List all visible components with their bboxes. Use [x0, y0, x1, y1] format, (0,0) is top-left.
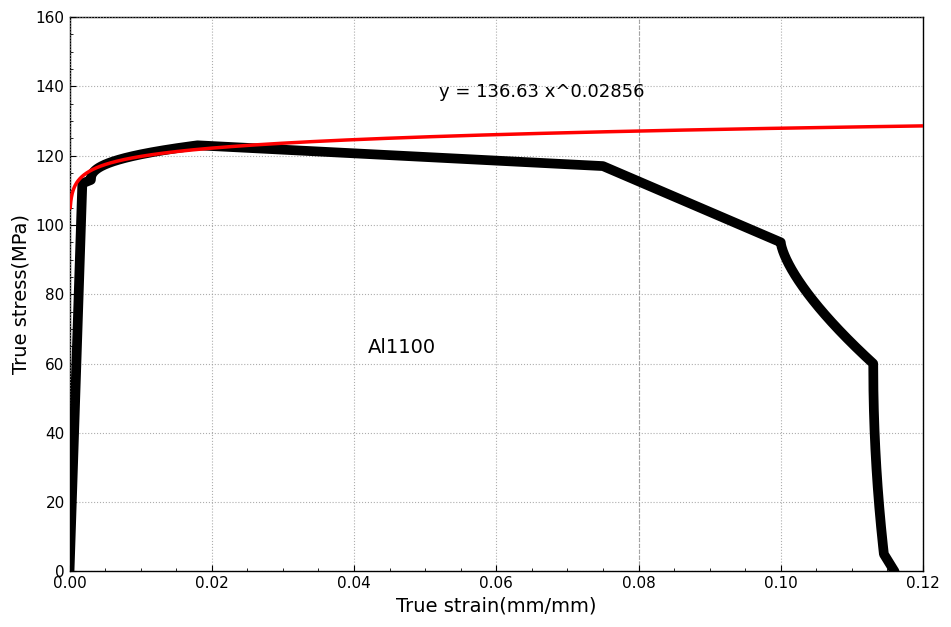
- Y-axis label: True stress(MPa): True stress(MPa): [11, 214, 30, 374]
- Text: Al1100: Al1100: [368, 338, 437, 357]
- Text: y = 136.63 x^0.02856: y = 136.63 x^0.02856: [439, 83, 645, 101]
- X-axis label: True strain(mm/mm): True strain(mm/mm): [396, 597, 596, 616]
